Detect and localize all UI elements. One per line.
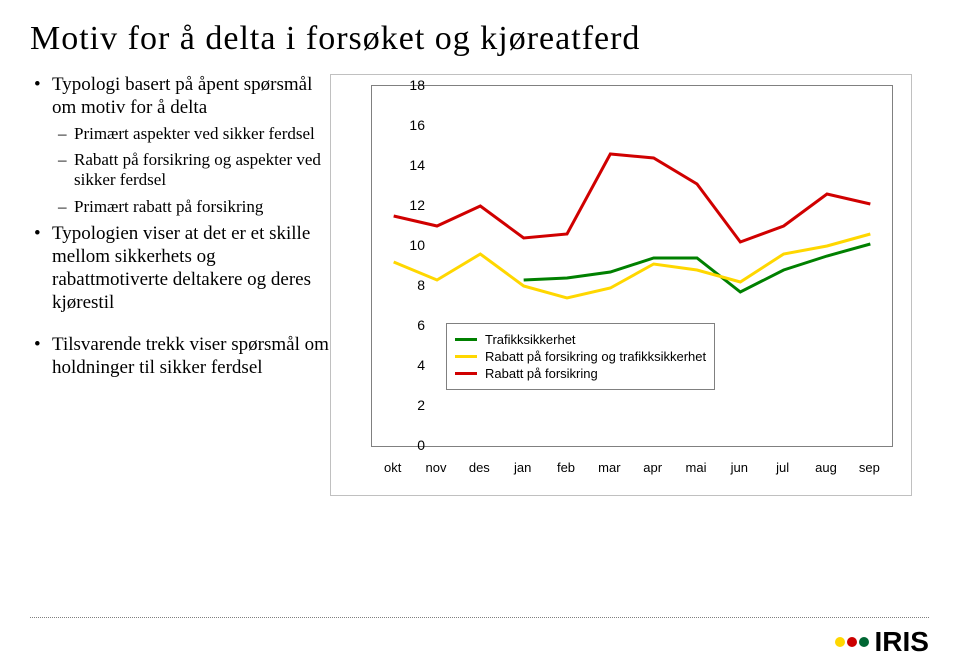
content-row: Typologi basert på åpent spørsmål om mot…	[30, 74, 929, 496]
chart-legend: Trafikksikkerhet Rabatt på forsikring og…	[446, 323, 715, 390]
legend-swatch	[455, 372, 477, 375]
y-tick-label: 0	[417, 437, 425, 453]
bullet-item: Tilsvarende trekk viser spørsmål om hold…	[30, 334, 330, 380]
x-tick-label: mai	[686, 460, 707, 475]
slide: Motiv for å delta i forsøket og kjøreatf…	[0, 0, 959, 670]
x-tick-label: feb	[557, 460, 575, 475]
x-tick-label: jun	[731, 460, 748, 475]
logo-dot-icon	[835, 637, 845, 647]
x-tick-label: jul	[776, 460, 789, 475]
logo-dot-icon	[847, 637, 857, 647]
x-tick-label: des	[469, 460, 490, 475]
sub-bullet: Primært aspekter ved sikker ferdsel	[52, 124, 330, 144]
footer-divider	[30, 617, 929, 618]
legend-item: Rabatt på forsikring	[455, 366, 706, 381]
bullet-item: Typologien viser at det er et skille mel…	[30, 223, 330, 314]
chart-lines-svg	[372, 86, 892, 446]
series-line	[524, 244, 871, 292]
bullet-list: Typologi basert på åpent spørsmål om mot…	[30, 74, 330, 386]
bullet-item: Typologi basert på åpent spørsmål om mot…	[30, 74, 330, 217]
legend-label: Rabatt på forsikring og trafikksikkerhet	[485, 349, 706, 364]
series-line	[394, 154, 871, 242]
legend-swatch	[455, 355, 477, 358]
y-tick-label: 10	[409, 237, 425, 253]
bullet-text: Typologi basert på åpent spørsmål om mot…	[52, 74, 312, 118]
brand-logo: IRIS	[835, 626, 929, 658]
legend-item: Rabatt på forsikring og trafikksikkerhet	[455, 349, 706, 364]
sub-bullet: Primært rabatt på forsikring	[52, 197, 330, 217]
chart-plot-area	[371, 85, 893, 447]
x-tick-label: aug	[815, 460, 837, 475]
x-tick-label: mar	[598, 460, 620, 475]
x-tick-label: sep	[859, 460, 880, 475]
x-tick-label: apr	[643, 460, 662, 475]
legend-label: Trafikksikkerhet	[485, 332, 576, 347]
sub-bullet: Rabatt på forsikring og aspekter ved sik…	[52, 150, 330, 191]
y-tick-label: 4	[417, 357, 425, 373]
y-tick-label: 6	[417, 317, 425, 333]
y-tick-label: 16	[409, 117, 425, 133]
legend-label: Rabatt på forsikring	[485, 366, 598, 381]
logo-dot-icon	[859, 637, 869, 647]
x-tick-label: nov	[426, 460, 447, 475]
y-tick-label: 18	[409, 77, 425, 93]
legend-swatch	[455, 338, 477, 341]
y-tick-label: 8	[417, 277, 425, 293]
legend-item: Trafikksikkerhet	[455, 332, 706, 347]
x-tick-label: okt	[384, 460, 401, 475]
x-tick-label: jan	[514, 460, 531, 475]
page-title: Motiv for å delta i forsøket og kjøreatf…	[30, 20, 929, 58]
y-tick-label: 2	[417, 397, 425, 413]
y-tick-label: 12	[409, 197, 425, 213]
y-tick-label: 14	[409, 157, 425, 173]
logo-text: IRIS	[875, 626, 929, 658]
line-chart: Trafikksikkerhet Rabatt på forsikring og…	[330, 74, 912, 496]
